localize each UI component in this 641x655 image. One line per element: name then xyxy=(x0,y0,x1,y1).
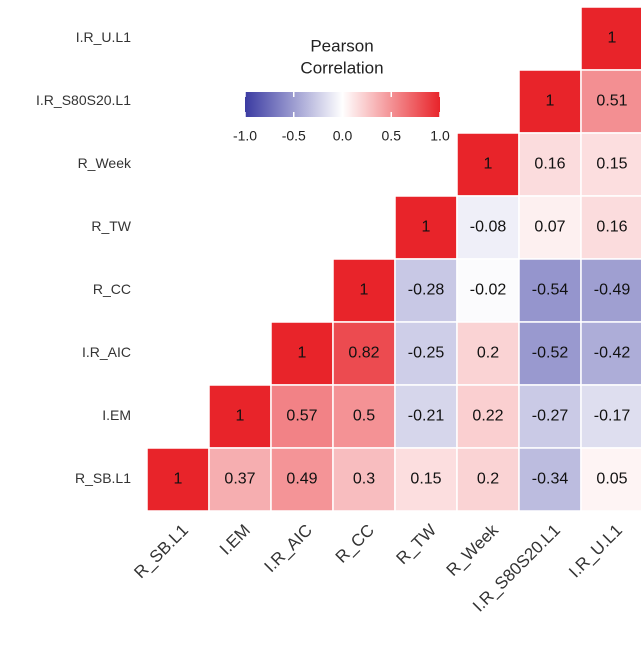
heatmap-cell xyxy=(456,384,520,449)
cell-label: 0.82 xyxy=(348,345,379,362)
cell-label: -0.25 xyxy=(408,345,445,362)
cell-label: -0.08 xyxy=(470,219,507,236)
cell-label: 0.15 xyxy=(410,471,441,488)
cell-label: 0.3 xyxy=(353,471,375,488)
cell-label: -0.42 xyxy=(594,345,631,362)
heatmap-cell xyxy=(518,447,582,512)
cell-label: 1 xyxy=(608,30,617,47)
heatmap-cell xyxy=(394,195,458,260)
plot-area: I.R_U.L1I.R_S80S20.L1R_WeekR_TWR_CCI.R_A… xyxy=(36,6,641,616)
heatmap-cell xyxy=(518,384,582,449)
y-tick-label: R_TW xyxy=(91,218,131,234)
cell-label: -0.21 xyxy=(408,408,445,425)
heatmap-cell xyxy=(270,321,334,386)
y-tick-label: I.R_U.L1 xyxy=(76,29,131,45)
heatmap-cell xyxy=(518,321,582,386)
cell-label: 0.57 xyxy=(286,408,317,425)
cell-label: 1 xyxy=(174,471,183,488)
cell-label: 1 xyxy=(360,282,369,299)
heatmap-cell xyxy=(394,258,458,323)
cell-label: -0.49 xyxy=(594,282,631,299)
heatmap-cell xyxy=(456,258,520,323)
cell-label: 0.2 xyxy=(477,471,499,488)
heatmap-cell xyxy=(580,132,641,197)
colorbar-tick-label: 0.0 xyxy=(333,128,353,144)
heatmap-cell xyxy=(518,258,582,323)
cell-label: 0.37 xyxy=(224,471,255,488)
heatmap-cell xyxy=(332,258,396,323)
heatmap-cell xyxy=(580,6,641,71)
cell-label: 0.22 xyxy=(472,408,503,425)
y-tick-label: R_Week xyxy=(78,155,132,171)
y-tick-label: I.R_AIC xyxy=(82,344,131,360)
cell-label: -0.52 xyxy=(532,345,569,362)
y-tick-label: I.R_S80S20.L1 xyxy=(36,92,131,108)
heatmap-cell xyxy=(394,447,458,512)
y-tick-label: R_SB.L1 xyxy=(75,470,131,486)
cell-label: 1 xyxy=(236,408,245,425)
x-tick-label: R_SB.L1 xyxy=(130,521,192,583)
cell-label: 0.5 xyxy=(353,408,375,425)
legend-title: Correlation xyxy=(300,58,383,77)
cell-label: -0.34 xyxy=(532,471,569,488)
heatmap-cell xyxy=(580,258,641,323)
heatmap-cell xyxy=(580,447,641,512)
colorbar-tick-label: -1.0 xyxy=(233,128,257,144)
x-tick-label: R_Week xyxy=(443,520,503,580)
cell-label: -0.02 xyxy=(470,282,507,299)
y-tick-label: R_CC xyxy=(93,281,131,297)
cell-label: -0.27 xyxy=(532,408,569,425)
cell-label: 1 xyxy=(484,156,493,173)
y-tick-label: I.EM xyxy=(102,407,131,423)
heatmap-cell xyxy=(332,321,396,386)
cell-label: 1 xyxy=(298,345,307,362)
cell-label: 0.51 xyxy=(596,93,627,110)
cell-label: 0.49 xyxy=(286,471,317,488)
x-tick-label: I.EM xyxy=(216,521,254,559)
cell-label: -0.54 xyxy=(532,282,569,299)
legend-title: Pearson xyxy=(310,36,373,55)
heatmap-cell xyxy=(270,447,334,512)
cell-label: 0.15 xyxy=(596,156,627,173)
cell-label: -0.28 xyxy=(408,282,445,299)
x-tick-label: I.R_U.L1 xyxy=(565,521,626,582)
cell-label: 0.05 xyxy=(596,471,627,488)
colorbar-tick-label: 0.5 xyxy=(382,128,402,144)
cell-label: 0.16 xyxy=(596,219,627,236)
cell-label: 0.07 xyxy=(534,219,565,236)
cell-label: 0.16 xyxy=(534,156,565,173)
heatmap-cell xyxy=(332,384,396,449)
cell-label: 1 xyxy=(546,93,555,110)
heatmap-cell xyxy=(580,384,641,449)
colorbar-tick-label: -0.5 xyxy=(282,128,306,144)
heatmap-cell xyxy=(208,447,272,512)
cell-label: -0.17 xyxy=(594,408,631,425)
cell-label: 1 xyxy=(422,219,431,236)
x-tick-label: R_CC xyxy=(332,521,378,567)
cell-label: 0.2 xyxy=(477,345,499,362)
heatmap-cell xyxy=(580,69,641,134)
x-tick-label: I.R_AIC xyxy=(260,521,316,577)
colorbar-tick-label: 1.0 xyxy=(430,128,450,144)
heatmap-cell xyxy=(146,447,210,512)
x-tick-label: R_TW xyxy=(393,521,440,568)
heatmap-cell xyxy=(456,132,520,197)
